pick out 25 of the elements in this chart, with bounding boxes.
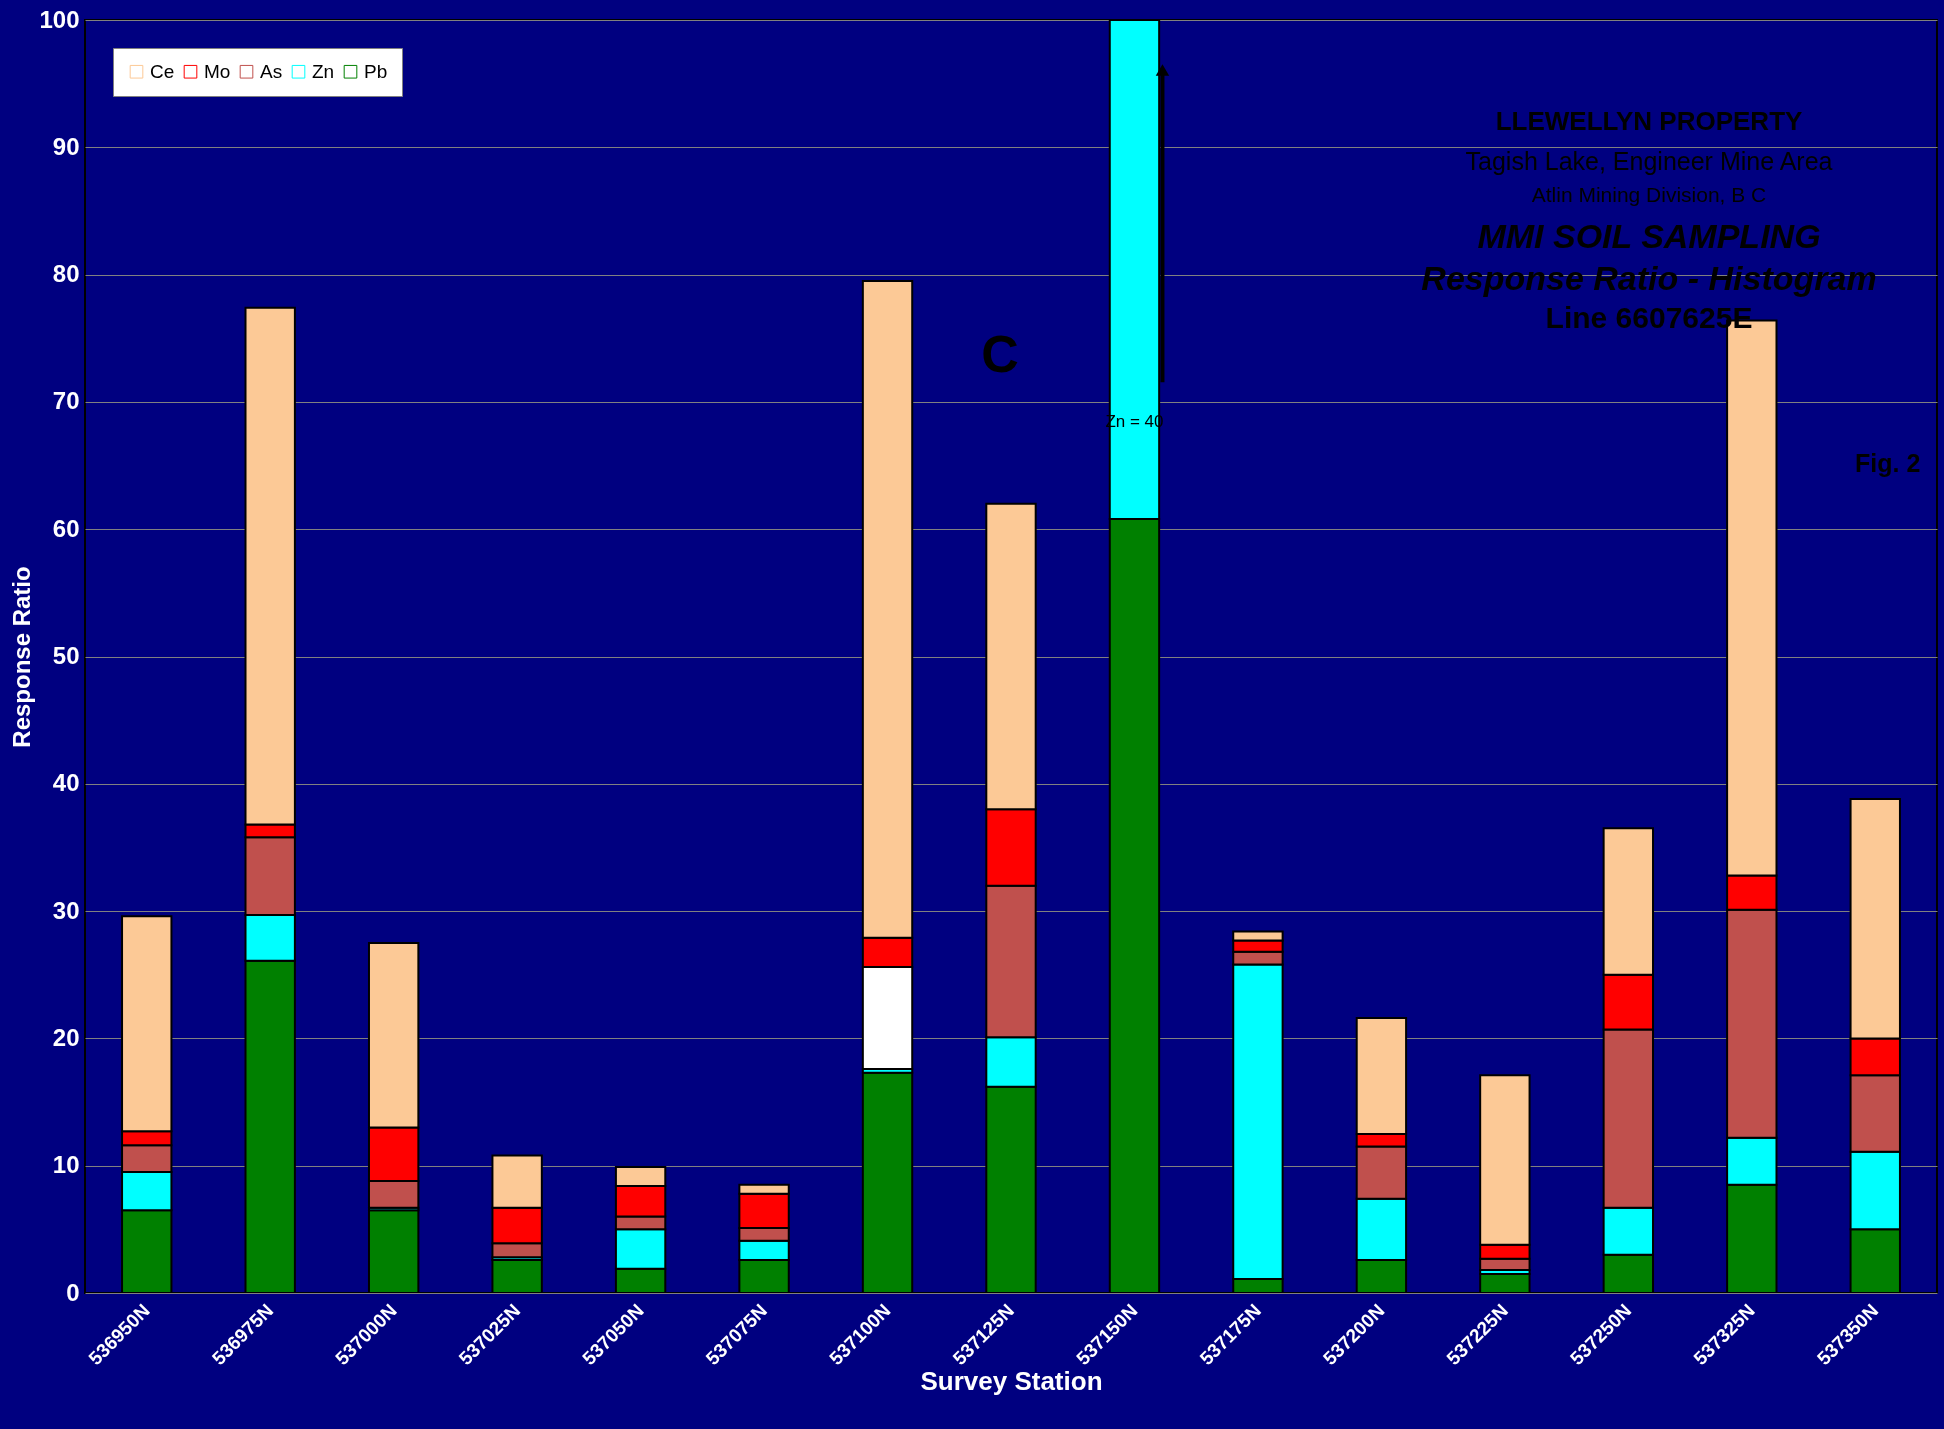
y-tick-label: 50 bbox=[52, 642, 80, 669]
annotation: Line 6607625E bbox=[1545, 301, 1753, 334]
y-tick-label: 90 bbox=[52, 132, 80, 160]
annotation: Atlin Mining Division, B C bbox=[1531, 183, 1767, 206]
annotation: Tagish Lake, Engineer Mine Area bbox=[1465, 147, 1833, 175]
legend-label: As bbox=[260, 60, 283, 82]
annotation: C bbox=[981, 325, 1019, 383]
y-tick-label: 100 bbox=[39, 5, 80, 33]
annotation: LLEWELLYN PROPERTY bbox=[1495, 106, 1803, 136]
y-tick-label: 0 bbox=[66, 1278, 80, 1306]
x-axis-title: Survey Station bbox=[920, 1366, 1103, 1397]
y-axis-title: Response Ratio bbox=[8, 566, 36, 748]
y-tick-label: 70 bbox=[52, 387, 80, 415]
y-tick-label: 60 bbox=[52, 514, 80, 542]
legend-label: Zn bbox=[312, 60, 335, 82]
text: MMI SOIL SAMPLING bbox=[1477, 217, 1821, 255]
y-tick-label: 80 bbox=[52, 260, 80, 288]
y-tick-label: 20 bbox=[52, 1023, 80, 1051]
annotation: Fig. 2 bbox=[1855, 449, 1921, 477]
y-tick-label: 10 bbox=[52, 1151, 80, 1179]
legend-label: Pb bbox=[364, 60, 388, 82]
y-tick-label: 30 bbox=[52, 896, 80, 924]
legend-label: Ce bbox=[150, 60, 175, 82]
legend-label: Mo bbox=[204, 60, 231, 82]
y-tick-label: 40 bbox=[52, 769, 80, 797]
